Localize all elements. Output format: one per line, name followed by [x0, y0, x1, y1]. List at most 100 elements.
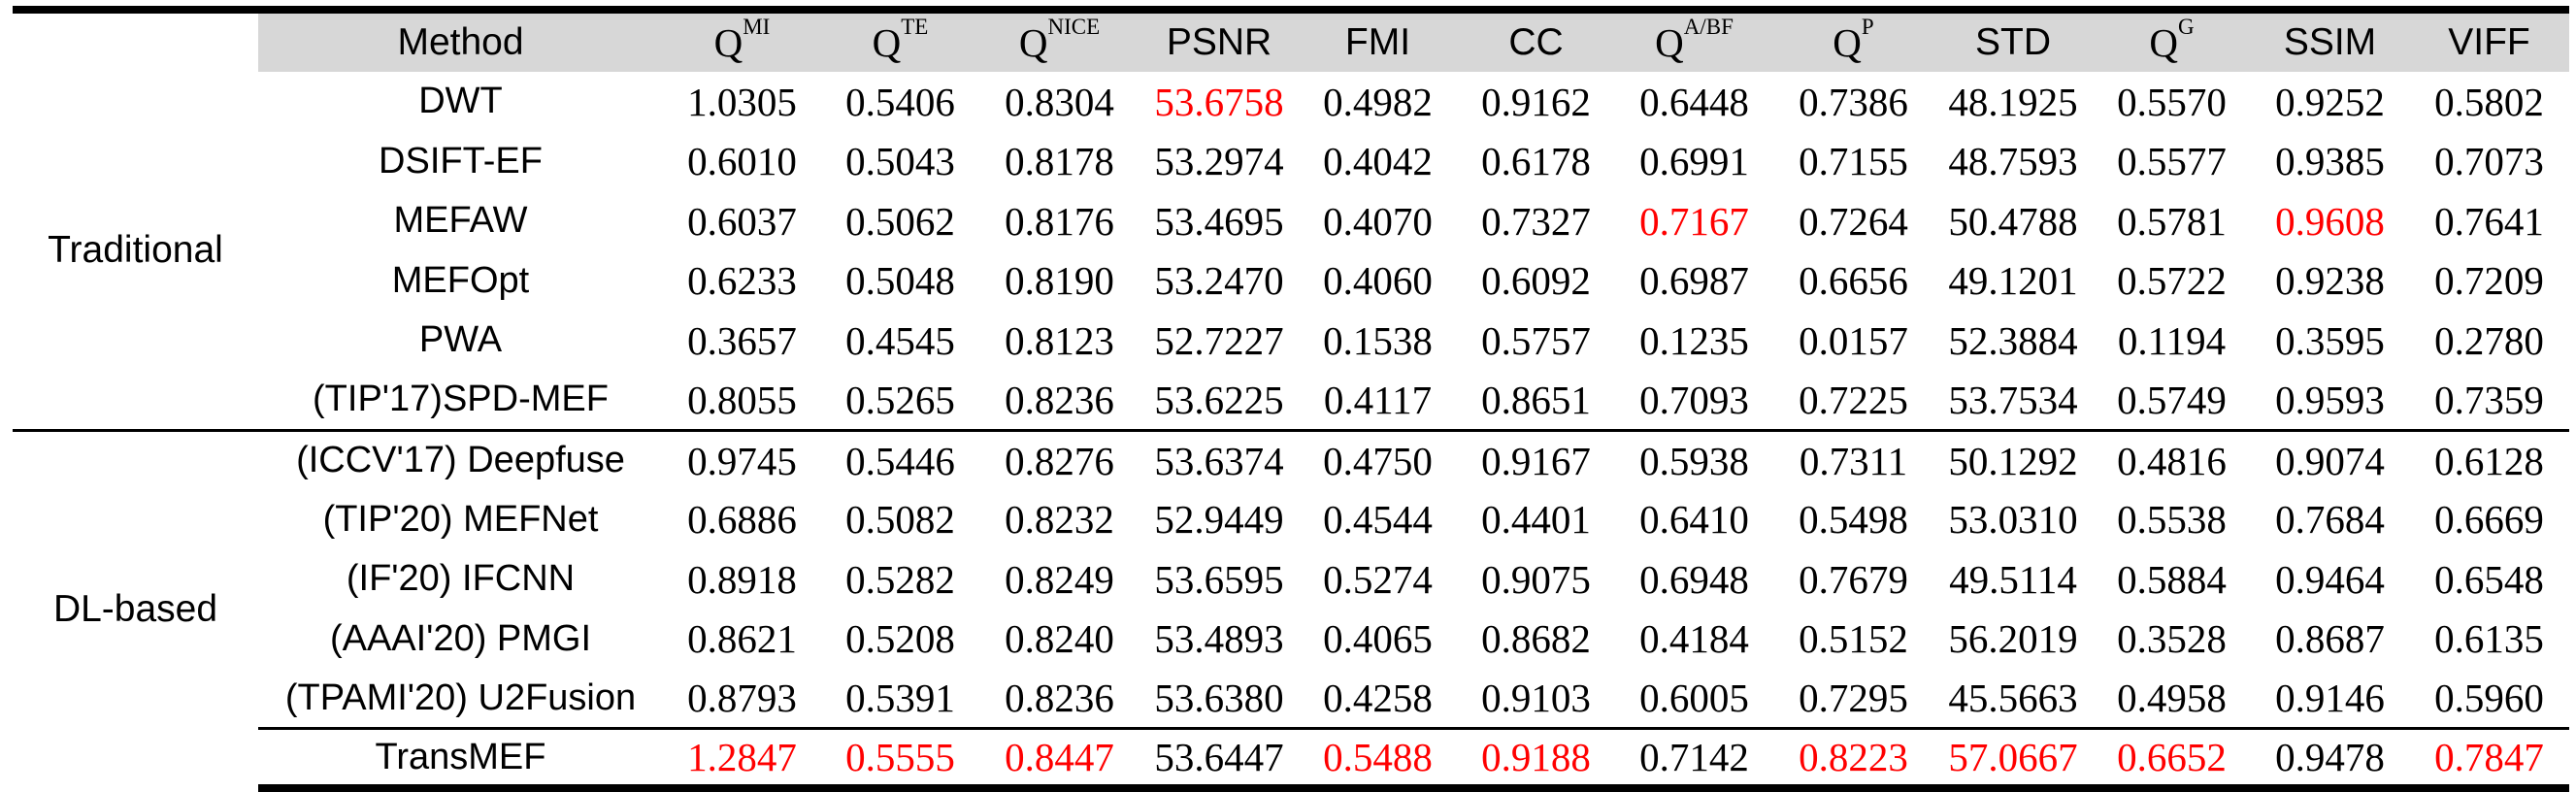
value-cell: 0.6233 [687, 258, 797, 304]
value-cell: 0.5498 [1799, 497, 1908, 543]
value-cell: 0.5938 [1615, 428, 1773, 490]
best-value-cell: 57.0667 [1933, 727, 2093, 792]
table-row: (IF'20) IFCNN 0.8918 0.5282 0.8249 53.6595 0.… [13, 549, 2569, 610]
value-cell: 0.7073 [2434, 139, 2544, 184]
table-row: TransMEF 1.2847 0.5555 0.8447 53.6447 0.5488 0… [13, 727, 2569, 792]
header-ssim: SSIM [2251, 6, 2409, 72]
value-cell: 0.8236 [1005, 676, 1114, 720]
value-cell: 0.7264 [1799, 198, 1908, 244]
value-cell: 0.7311 [1773, 428, 1933, 490]
table-row: Traditional DWT 1.0305 0.5406 0.8304 53.6758 0… [13, 72, 2569, 271]
best-value-cell: 0.7847 [2409, 727, 2569, 792]
value-cell: 0.5152 [1799, 616, 1908, 662]
value-cell: 0.9162 [1481, 79, 1591, 124]
value-cell: 0.7684 [2275, 497, 2385, 543]
header-qmi: QMI [663, 6, 821, 72]
value-cell: 53.6595 [1154, 556, 1284, 602]
value-cell: 0.9385 [2275, 139, 2385, 184]
group-label-traditional: Traditional [48, 228, 223, 271]
header-qp-base: Q [1833, 20, 1862, 65]
method-name-cell: MEFOpt [391, 259, 530, 301]
best-value-cell: 0.9188 [1457, 727, 1615, 792]
value-cell: 0.7359 [2434, 377, 2544, 422]
value-cell: 0.8276 [979, 428, 1139, 490]
value-cell: 0.4982 [1323, 79, 1433, 124]
header-qg: QG [2093, 6, 2251, 72]
value-cell: 0.6037 [687, 198, 797, 244]
value-cell: 0.5043 [845, 139, 955, 184]
value-cell: 0.5960 [2434, 676, 2544, 720]
value-cell: 0.4042 [1323, 139, 1433, 184]
header-method: Method [258, 6, 663, 72]
value-cell: 0.5391 [845, 676, 955, 720]
value-cell: 0.9074 [2251, 428, 2409, 490]
value-cell: 53.6225 [1154, 377, 1284, 422]
value-cell: 0.9252 [2275, 79, 2385, 124]
table-row: (TPAMI'20) U2Fusion 0.8793 0.5391 0.8236 53.… [13, 669, 2569, 729]
value-cell: 0.5062 [845, 198, 955, 244]
method-name-cell: (ICCV'17) Deepfuse [258, 428, 663, 490]
value-cell: 53.2470 [1154, 258, 1284, 304]
value-cell: 0.8304 [1005, 79, 1114, 124]
value-cell: 1.0305 [687, 79, 797, 124]
header-qabf-sup: A/BF [1683, 15, 1734, 39]
value-cell: 0.7209 [2434, 258, 2544, 304]
value-cell: 53.4695 [1154, 198, 1284, 244]
value-cell: 0.4816 [2093, 428, 2251, 490]
value-cell: 0.7295 [1799, 676, 1908, 720]
header-psnr: PSNR [1139, 6, 1299, 72]
value-cell: 0.9238 [2275, 258, 2385, 304]
value-cell: 48.1925 [1948, 79, 2078, 124]
value-cell: 0.8232 [1005, 497, 1114, 543]
value-cell: 0.5749 [2117, 377, 2227, 422]
value-cell: 0.7386 [1799, 79, 1908, 124]
value-cell: 0.5208 [845, 616, 955, 662]
value-cell: 0.6010 [687, 139, 797, 184]
value-cell: 0.7142 [1615, 727, 1773, 792]
method-name-cell: PWA [418, 319, 503, 361]
value-cell: 0.7679 [1799, 556, 1908, 602]
value-cell: 0.5722 [2117, 258, 2227, 304]
value-cell: 53.6380 [1154, 676, 1284, 720]
value-cell: 0.5048 [845, 258, 955, 304]
header-fmi: FMI [1299, 6, 1457, 72]
value-cell: 0.4750 [1299, 428, 1457, 490]
method-name-cell: (TPAMI'20) U2Fusion [284, 676, 637, 718]
header-corner [13, 6, 258, 72]
table-body: Traditional DWT 1.0305 0.5406 0.8304 53.6758 0… [13, 72, 2569, 792]
header-qnice: QNICE [979, 6, 1139, 72]
header-qabf-base: Q [1655, 20, 1684, 65]
value-cell: 0.6987 [1639, 258, 1749, 304]
value-cell: 53.2974 [1154, 139, 1284, 184]
value-cell: 0.9103 [1481, 676, 1591, 720]
value-cell: 0.8918 [687, 556, 797, 602]
value-cell: 0.9146 [2275, 676, 2385, 720]
table-row: (AAAI'20) PMGI 0.8621 0.5208 0.8240 53.4893 0… [13, 610, 2569, 670]
value-cell: 0.4258 [1323, 676, 1433, 720]
table-row: DSIFT-EF 0.6010 0.5043 0.8178 53.2974 0.4042 0… [13, 132, 2569, 192]
value-cell: 50.1292 [1933, 428, 2093, 490]
header-cc: CC [1457, 6, 1615, 72]
value-cell: 53.6447 [1139, 727, 1299, 792]
value-cell: 0.5757 [1481, 317, 1591, 363]
value-cell: 0.6005 [1639, 676, 1749, 720]
header-std: STD [1933, 6, 2093, 72]
header-qp: QP [1773, 6, 1933, 72]
value-cell: 0.4958 [2117, 676, 2227, 720]
header-qte-base: Q [872, 20, 902, 65]
value-cell: 53.0310 [1948, 497, 2078, 543]
value-cell: 0.6135 [2434, 616, 2544, 662]
table-row: DL-based (ICCV'17) Deepfuse 0.9745 0.5446 0.… [13, 428, 2569, 788]
value-cell: 0.8240 [1005, 616, 1114, 662]
value-cell: 0.3595 [2275, 317, 2385, 363]
value-cell: 53.4893 [1154, 616, 1284, 662]
value-cell: 52.7227 [1154, 317, 1284, 363]
value-cell: 0.5884 [2117, 556, 2227, 602]
value-cell: 0.5446 [821, 428, 979, 490]
best-value-cell: 0.6652 [2093, 727, 2251, 792]
value-cell: 0.4070 [1323, 198, 1433, 244]
value-cell: 0.4065 [1323, 616, 1433, 662]
value-cell: 0.5538 [2117, 497, 2227, 543]
value-cell: 49.1201 [1948, 258, 2078, 304]
value-cell: 0.6092 [1481, 258, 1591, 304]
